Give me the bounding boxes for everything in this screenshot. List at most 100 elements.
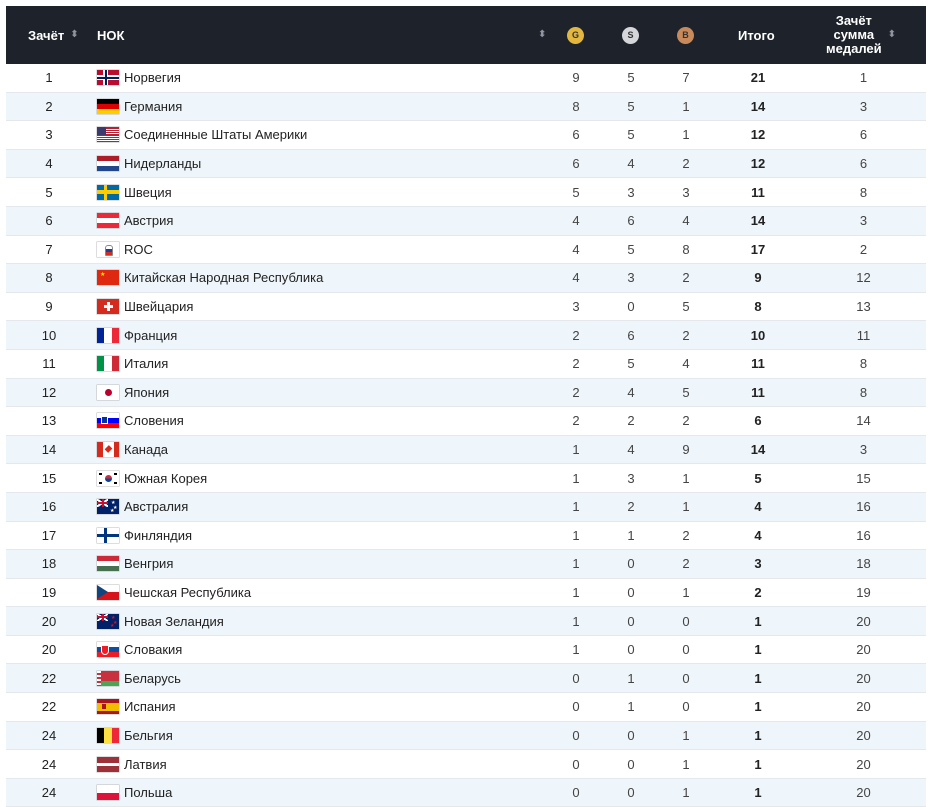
total-count-cell: 14 bbox=[750, 442, 766, 458]
sort-nok-button[interactable]: ⬍ bbox=[532, 6, 546, 64]
table-row[interactable]: 2 Германия 8 5 1 14 3 bbox=[6, 92, 926, 122]
country-cell[interactable]: Чешская Республика bbox=[97, 579, 251, 607]
country-cell[interactable]: ROC bbox=[97, 236, 153, 264]
sum-rank-cell: 18 bbox=[856, 556, 871, 572]
table-row[interactable]: 20 Словакия 1 0 0 1 20 bbox=[6, 636, 926, 665]
country-cell[interactable]: Германия bbox=[97, 93, 182, 121]
bronze-count-cell: 0 bbox=[682, 613, 690, 629]
table-row[interactable]: 15 Южная Корея 1 3 1 5 15 bbox=[6, 464, 926, 493]
bronze-count-cell: 1 bbox=[682, 470, 690, 486]
table-row[interactable]: 20 ★ ★ ★ Новая Зеландия 1 0 0 1 20 bbox=[6, 607, 926, 636]
gold-medal-header[interactable]: G bbox=[567, 6, 584, 64]
total-count-cell: 8 bbox=[754, 299, 762, 315]
total-header[interactable]: Итого bbox=[738, 6, 775, 64]
country-name: Соединенные Штаты Америки bbox=[124, 127, 308, 143]
rank-cell: 13 bbox=[41, 413, 57, 429]
country-cell[interactable]: Франция bbox=[97, 321, 177, 349]
table-row[interactable]: 8 ★ Китайская Народная Республика 4 3 2 … bbox=[6, 264, 926, 293]
table-row[interactable]: 11 Италия 2 5 4 11 8 bbox=[6, 350, 926, 379]
country-cell[interactable]: Бельгия bbox=[97, 722, 173, 750]
country-cell[interactable]: Финляндия bbox=[97, 522, 192, 550]
country-name: Латвия bbox=[124, 756, 167, 772]
table-row[interactable]: 24 Польша 0 0 1 1 20 bbox=[6, 778, 926, 807]
silver-count-cell: 0 bbox=[627, 727, 635, 743]
total-count-cell: 6 bbox=[754, 413, 762, 429]
country-cell[interactable]: Швейцария bbox=[97, 293, 193, 321]
table-row[interactable]: 5 Швеция 5 3 3 11 8 bbox=[6, 178, 926, 207]
rank-cell: 5 bbox=[45, 184, 53, 200]
table-row[interactable]: 7 ROC 4 5 8 17 2 bbox=[6, 236, 926, 265]
table-row[interactable]: 18 Венгрия 1 0 2 3 18 bbox=[6, 550, 926, 579]
country-cell[interactable]: Норвегия bbox=[97, 64, 181, 92]
country-name: Германия bbox=[124, 98, 183, 114]
country-cell[interactable]: Швеция bbox=[97, 178, 172, 206]
table-row[interactable]: 22 Беларусь 0 1 0 1 20 bbox=[6, 664, 926, 694]
rank-cell: 24 bbox=[41, 727, 57, 743]
table-row[interactable]: 3 Соединенные Штаты Америки 6 5 1 12 6 bbox=[6, 121, 926, 150]
sum-rank-cell: 20 bbox=[856, 642, 871, 658]
table-row[interactable]: 14 Канада 1 4 9 14 3 bbox=[6, 435, 926, 465]
table-row[interactable]: 4 Нидерланды 6 4 2 12 6 bbox=[6, 149, 926, 179]
gold-count-cell: 1 bbox=[572, 499, 580, 515]
bronze-count-cell: 2 bbox=[682, 327, 690, 343]
country-cell[interactable]: ★ ★ ★ Новая Зеландия bbox=[97, 607, 224, 635]
country-name: Канада bbox=[124, 442, 169, 458]
gold-count-cell: 1 bbox=[572, 527, 580, 543]
table-body: 1 Норвегия 9 5 7 21 1 2 Германия 8 5 1 1… bbox=[6, 64, 926, 807]
table-row[interactable]: 9 Швейцария 3 0 5 8 13 bbox=[6, 293, 926, 322]
silver-medal-icon: S bbox=[622, 26, 639, 44]
country-cell[interactable]: Латвия bbox=[97, 750, 167, 778]
table-row[interactable]: 24 Латвия 0 0 1 1 20 bbox=[6, 750, 926, 779]
table-row[interactable]: 22 Испания 0 1 0 1 20 bbox=[6, 693, 926, 722]
table-row[interactable]: 16 ★ ★ ★ Австралия 1 2 1 4 16 bbox=[6, 492, 926, 522]
table-row[interactable]: 24 Бельгия 0 0 1 1 20 bbox=[6, 721, 926, 751]
country-cell[interactable]: Япония bbox=[97, 379, 169, 407]
country-cell[interactable]: Соединенные Штаты Америки bbox=[97, 121, 307, 149]
table-row[interactable]: 1 Норвегия 9 5 7 21 1 bbox=[6, 64, 926, 93]
sort-icon[interactable]: ⬍ bbox=[538, 29, 547, 40]
country-cell[interactable]: Польша bbox=[97, 779, 172, 807]
bronze-medal-header[interactable]: B bbox=[677, 6, 694, 64]
us-flag-icon bbox=[97, 127, 119, 143]
be-flag-icon bbox=[97, 727, 119, 743]
gold-count-cell: 0 bbox=[572, 670, 580, 686]
table-row[interactable]: 13 Словения 2 2 2 6 14 bbox=[6, 407, 926, 436]
gold-count-cell: 6 bbox=[572, 127, 580, 143]
rank-cell: 11 bbox=[42, 356, 56, 372]
country-cell[interactable]: Венгрия bbox=[97, 550, 173, 578]
country-cell[interactable]: Нидерланды bbox=[97, 150, 201, 178]
country-cell[interactable]: Словакия bbox=[97, 636, 182, 664]
country-cell[interactable]: Беларусь bbox=[97, 664, 181, 692]
cn-flag-icon: ★ bbox=[97, 270, 119, 286]
bronze-count-cell: 1 bbox=[682, 98, 690, 114]
country-cell[interactable]: Италия bbox=[97, 350, 168, 378]
country-name: Словакия bbox=[124, 642, 183, 658]
country-cell[interactable]: Южная Корея bbox=[97, 464, 207, 492]
country-cell[interactable]: Канада bbox=[97, 436, 168, 464]
table-row[interactable]: 10 Франция 2 6 2 10 11 bbox=[6, 321, 926, 350]
sort-rank-header[interactable]: Зачёт ⬍ bbox=[28, 6, 79, 64]
table-row[interactable]: 6 Австрия 4 6 4 14 3 bbox=[6, 206, 926, 236]
gold-count-cell: 1 bbox=[572, 642, 580, 658]
country-cell[interactable]: ★ Китайская Народная Республика bbox=[97, 264, 323, 292]
silver-count-cell: 5 bbox=[627, 70, 635, 86]
sort-icon[interactable]: ⬍ bbox=[887, 29, 897, 40]
at-flag-icon bbox=[97, 213, 119, 229]
nok-header-label: НОК bbox=[97, 27, 125, 43]
sum-rank-cell: 19 bbox=[856, 584, 871, 600]
rank-cell: 16 bbox=[41, 499, 57, 515]
country-cell[interactable]: Испания bbox=[97, 693, 176, 721]
country-cell[interactable]: ★ ★ ★ Австралия bbox=[97, 493, 188, 521]
silver-count-cell: 6 bbox=[627, 213, 635, 229]
fi-flag-icon bbox=[97, 527, 119, 543]
table-row[interactable]: 12 Япония 2 4 5 11 8 bbox=[6, 378, 926, 408]
country-cell[interactable]: Словения bbox=[97, 407, 184, 435]
table-row[interactable]: 19 Чешская Республика 1 0 1 2 19 bbox=[6, 579, 926, 608]
de-flag-icon bbox=[97, 98, 119, 114]
silver-medal-header[interactable]: S bbox=[622, 6, 639, 64]
sum-rank-cell: 6 bbox=[859, 127, 868, 143]
table-row[interactable]: 17 Финляндия 1 1 2 4 16 bbox=[6, 522, 926, 551]
sum-rank-header[interactable]: Зачёт сумма медалей ⬍ bbox=[826, 6, 896, 64]
sort-icon[interactable]: ⬍ bbox=[70, 29, 79, 40]
country-cell[interactable]: Австрия bbox=[97, 207, 173, 235]
